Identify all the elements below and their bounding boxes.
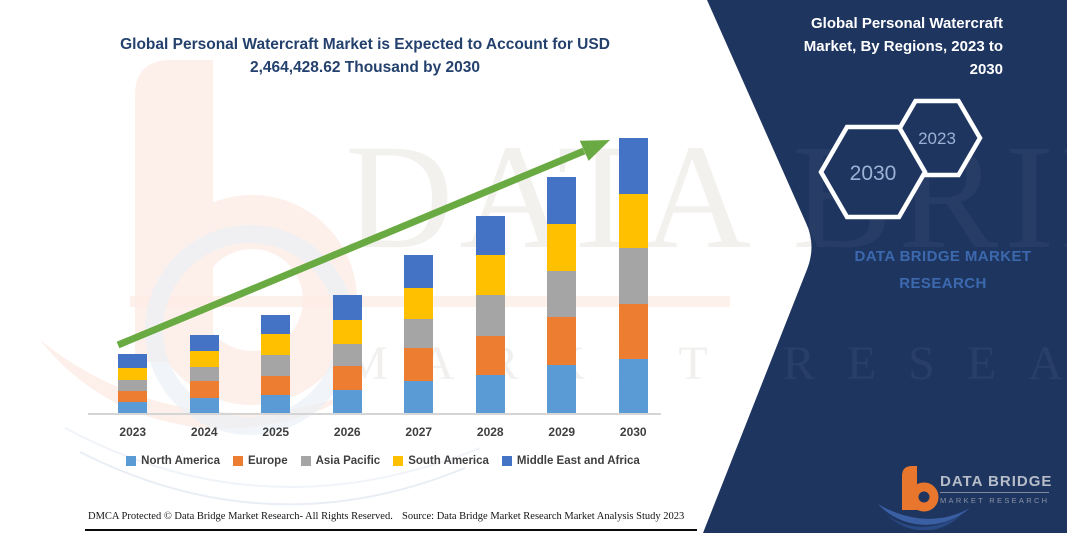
chart-title-line1: Global Personal Watercraft Market is Exp… [120, 36, 573, 53]
legend-item: Europe [232, 455, 288, 467]
bar-segment [547, 365, 577, 413]
legend-label: Europe [247, 455, 288, 467]
bar-segment [261, 354, 291, 377]
legend-label: South America [408, 455, 489, 467]
panel-title-line3: 2030 [969, 61, 1003, 78]
panel-title-line1: Global Personal Watercraft [811, 15, 1003, 32]
panel-brand-line1: DATA BRIDGE MARKET [854, 248, 1032, 265]
legend-marker-icon [501, 456, 512, 466]
panel-brand-text: DATA BRIDGE MARKET RESEARCH [843, 243, 1043, 297]
legend-item: South America [393, 455, 489, 467]
legend-marker-icon [126, 456, 137, 466]
chart-title-line2: USD 2,464,428.62 Thousand by 2030 [249, 36, 610, 76]
brand-logo: DATA BRIDGE MARKET RESEARCH [878, 466, 1052, 530]
panel-title-line2: Market, By Regions, 2023 to [803, 38, 1003, 55]
logo-tagline-text: MARKET RESEARCH [940, 496, 1049, 505]
stacked-bar-2030 [618, 138, 648, 413]
hexagon-2030 [818, 124, 928, 220]
stacked-bar-2023 [118, 354, 148, 413]
bar-segment [332, 343, 362, 367]
legend-item: North America [126, 455, 220, 467]
bar-segment [475, 374, 505, 413]
panel-brand-line2: RESEARCH [899, 275, 987, 292]
panel-title: Global Personal Watercraft Market, By Re… [753, 12, 1003, 81]
legend-label: Asia Pacific [315, 455, 381, 467]
bar-segment [118, 390, 148, 403]
chart-title: Global Personal Watercraft Market is Exp… [85, 33, 645, 79]
legend-marker-icon [393, 456, 404, 466]
x-axis-label-2030: 2030 [619, 425, 647, 439]
x-axis-label-2024: 2024 [190, 425, 218, 439]
bar-segment [332, 390, 362, 413]
year-hexagons: 2023 2030 [818, 98, 983, 220]
footer-source-text: Source: Data Bridge Market Research Mark… [402, 511, 685, 522]
brand-logo-b-icon [878, 466, 970, 530]
x-axis-label-2025: 2025 [262, 425, 290, 439]
bar-segment [189, 350, 219, 368]
x-axis-line [88, 413, 661, 415]
footer-dmca-text: DMCA Protected © Data Bridge Market Rese… [88, 511, 393, 522]
legend-label: North America [141, 455, 220, 467]
x-axis-label-2023: 2023 [119, 425, 147, 439]
bar-segment [118, 354, 148, 369]
hexagon-2030-label: 2030 [850, 162, 897, 185]
x-axis-label-2028: 2028 [476, 425, 504, 439]
legend-marker-icon [300, 456, 311, 466]
bar-segment [261, 376, 291, 395]
bar-segment [118, 402, 148, 413]
bar-segment [404, 381, 434, 413]
bar-segment [618, 138, 648, 195]
bar-segment [118, 379, 148, 391]
bar-segment [118, 368, 148, 380]
x-axis-label-2026: 2026 [333, 425, 361, 439]
chart-legend: North America Europe Asia Pacific South Ame… [90, 455, 676, 467]
hexagon-2023-label: 2023 [918, 129, 956, 148]
legend-marker-icon [232, 456, 243, 466]
bar-segment [261, 394, 291, 413]
x-axis-label-2029: 2029 [548, 425, 576, 439]
x-axis-labels: 2023 2024 2025 2026 2027 2028 2029 2030 [97, 425, 669, 439]
legend-label: Middle East and Africa [516, 455, 640, 467]
bar-slot-2030 [598, 138, 670, 413]
bar-slot-2023 [97, 138, 169, 413]
bar-segment [189, 367, 219, 382]
bar-segment [618, 248, 648, 305]
footer-rule [85, 529, 697, 531]
bar-segment [332, 366, 362, 391]
bar-segment [189, 381, 219, 399]
x-axis-label-2027: 2027 [405, 425, 433, 439]
bar-segment [189, 398, 219, 413]
bar-segment [404, 348, 434, 382]
bar-segment [618, 359, 648, 413]
legend-item: Asia Pacific [300, 455, 381, 467]
bar-segment [618, 304, 648, 360]
logo-name-text: DATA BRIDGE [940, 473, 1052, 490]
bar-segment [618, 194, 648, 249]
legend-item: Middle East and Africa [501, 455, 640, 467]
